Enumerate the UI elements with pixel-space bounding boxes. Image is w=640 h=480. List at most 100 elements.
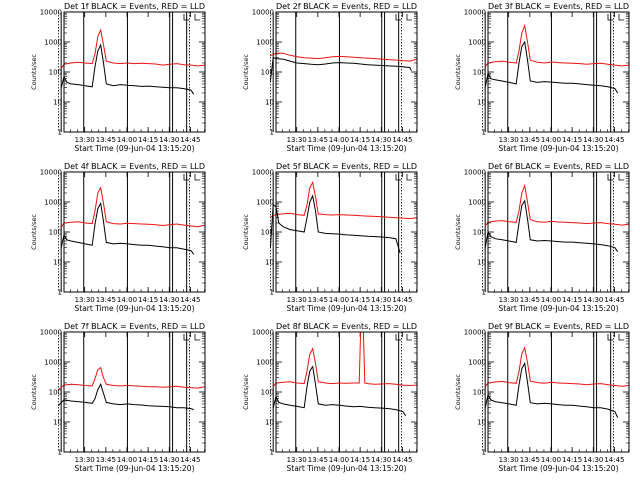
lld-series-line [60,28,205,69]
y-tick-label: 10 [477,99,486,107]
y-tick-label: 10000 [40,329,62,337]
x-axis-label: Start Time (09-Jun-04 13:15:20) [499,144,619,153]
x-tick-label: 14:00 [117,136,137,144]
x-tick-label: 13:45 [308,456,328,464]
corner-mark-1 [183,14,189,21]
x-axis-label: Start Time (09-Jun-04 13:15:20) [499,304,619,313]
x-tick-label: 14:00 [541,456,561,464]
x-tick-label: 13:30 [287,456,307,464]
y-axis-label: Counts/sec [30,374,38,410]
x-tick-label: 14:15 [562,136,582,144]
y-tick-label: 10000 [40,169,62,177]
lld-series-line [58,366,205,390]
x-tick-label: 14:00 [329,136,349,144]
detector-panel: Det 5f BLACK = Events, RED = LLD Counts/s… [242,162,418,313]
lld-series-line [60,186,205,228]
x-tick-label: 14:45 [604,136,624,144]
plot-area [482,12,629,132]
x-tick-label: 14:30 [159,296,179,304]
x-tick-label: 13:30 [499,296,519,304]
y-tick-label: 10000 [464,169,486,177]
panel-frame [63,331,206,453]
y-tick-label: 10000 [40,9,62,17]
x-tick-label: 14:15 [138,136,158,144]
detector-panel: Det 8f BLACK = Events, RED = LLD Counts/s… [242,322,418,473]
y-tick-label: 1 [58,289,62,297]
y-axis-label: Counts/sec [242,214,250,250]
corner-mark-2 [194,14,200,21]
y-axis-label: Counts/sec [242,374,250,410]
events-series-line [484,40,619,94]
x-tick-label: 14:15 [562,456,582,464]
x-tick-label: 13:30 [287,136,307,144]
x-tick-label: 13:30 [287,296,307,304]
corner-mark-2 [618,174,624,181]
x-tick-label: 13:30 [499,136,519,144]
y-tick-label: 10 [265,259,274,267]
y-tick-label: 10 [265,99,274,107]
corner-mark-1 [607,14,613,21]
y-axis-label: Counts/sec [454,214,462,250]
x-tick-label: 14:00 [329,456,349,464]
x-tick-label: 14:15 [562,296,582,304]
x-tick-label: 14:45 [392,296,412,304]
x-tick-label: 14:15 [350,456,370,464]
corner-mark-1 [395,174,401,181]
plot-area [270,172,417,292]
plot-area [270,332,417,452]
detector-panel: Det 1f BLACK = Events, RED = LLD Counts/s… [30,2,206,153]
y-tick-label: 1 [58,129,62,137]
corner-mark-2 [194,334,200,341]
events-series-line [484,361,619,418]
y-tick-label: 1000 [44,39,62,47]
x-tick-label: 13:45 [96,456,116,464]
events-series-line [58,383,194,411]
x-tick-label: 14:30 [371,456,391,464]
y-tick-label: 1 [270,449,274,457]
lld-series-line [484,23,629,68]
panel-frame [275,11,418,133]
lld-series-line [484,183,629,227]
y-tick-label: 10 [53,99,62,107]
x-tick-label: 14:15 [350,296,370,304]
x-tick-label: 13:45 [520,456,540,464]
x-tick-label: 13:30 [75,136,95,144]
x-tick-label: 14:30 [159,456,179,464]
y-tick-label: 1 [58,449,62,457]
corner-mark-2 [618,334,624,341]
x-tick-label: 14:30 [583,296,603,304]
y-tick-label: 1000 [468,39,486,47]
x-axis-label: Start Time (09-Jun-04 13:15:20) [287,464,407,473]
x-tick-label: 14:00 [329,296,349,304]
y-tick-label: 100 [49,69,62,77]
y-tick-label: 100 [261,69,274,77]
plot-area [482,172,629,292]
y-tick-label: 10000 [252,9,274,17]
x-tick-label: 14:00 [117,296,137,304]
corner-mark-1 [395,14,401,21]
y-tick-label: 10 [477,259,486,267]
y-tick-label: 1 [270,129,274,137]
corner-mark-1 [607,174,613,181]
x-tick-label: 14:45 [180,296,200,304]
y-tick-label: 10000 [464,9,486,17]
plot-area [270,12,417,132]
panel-frame [487,171,630,293]
x-tick-label: 14:00 [117,456,137,464]
y-tick-label: 10000 [252,329,274,337]
x-tick-label: 14:45 [180,456,200,464]
y-tick-label: 100 [473,389,486,397]
plot-area [482,332,629,452]
y-tick-label: 10000 [252,169,274,177]
y-axis-label: Counts/sec [242,54,250,90]
y-tick-label: 1 [482,449,486,457]
detector-panel: Det 2f BLACK = Events, RED = LLD Counts/s… [242,2,418,153]
y-tick-label: 100 [473,229,486,237]
detector-panel: Det 9f BLACK = Events, RED = LLD Counts/s… [454,322,630,473]
lld-series-line [272,332,417,388]
x-tick-label: 14:30 [583,136,603,144]
y-axis-label: Counts/sec [454,374,462,410]
x-axis-label: Start Time (09-Jun-04 13:15:20) [287,304,407,313]
y-tick-label: 100 [49,389,62,397]
x-tick-label: 14:30 [159,136,179,144]
